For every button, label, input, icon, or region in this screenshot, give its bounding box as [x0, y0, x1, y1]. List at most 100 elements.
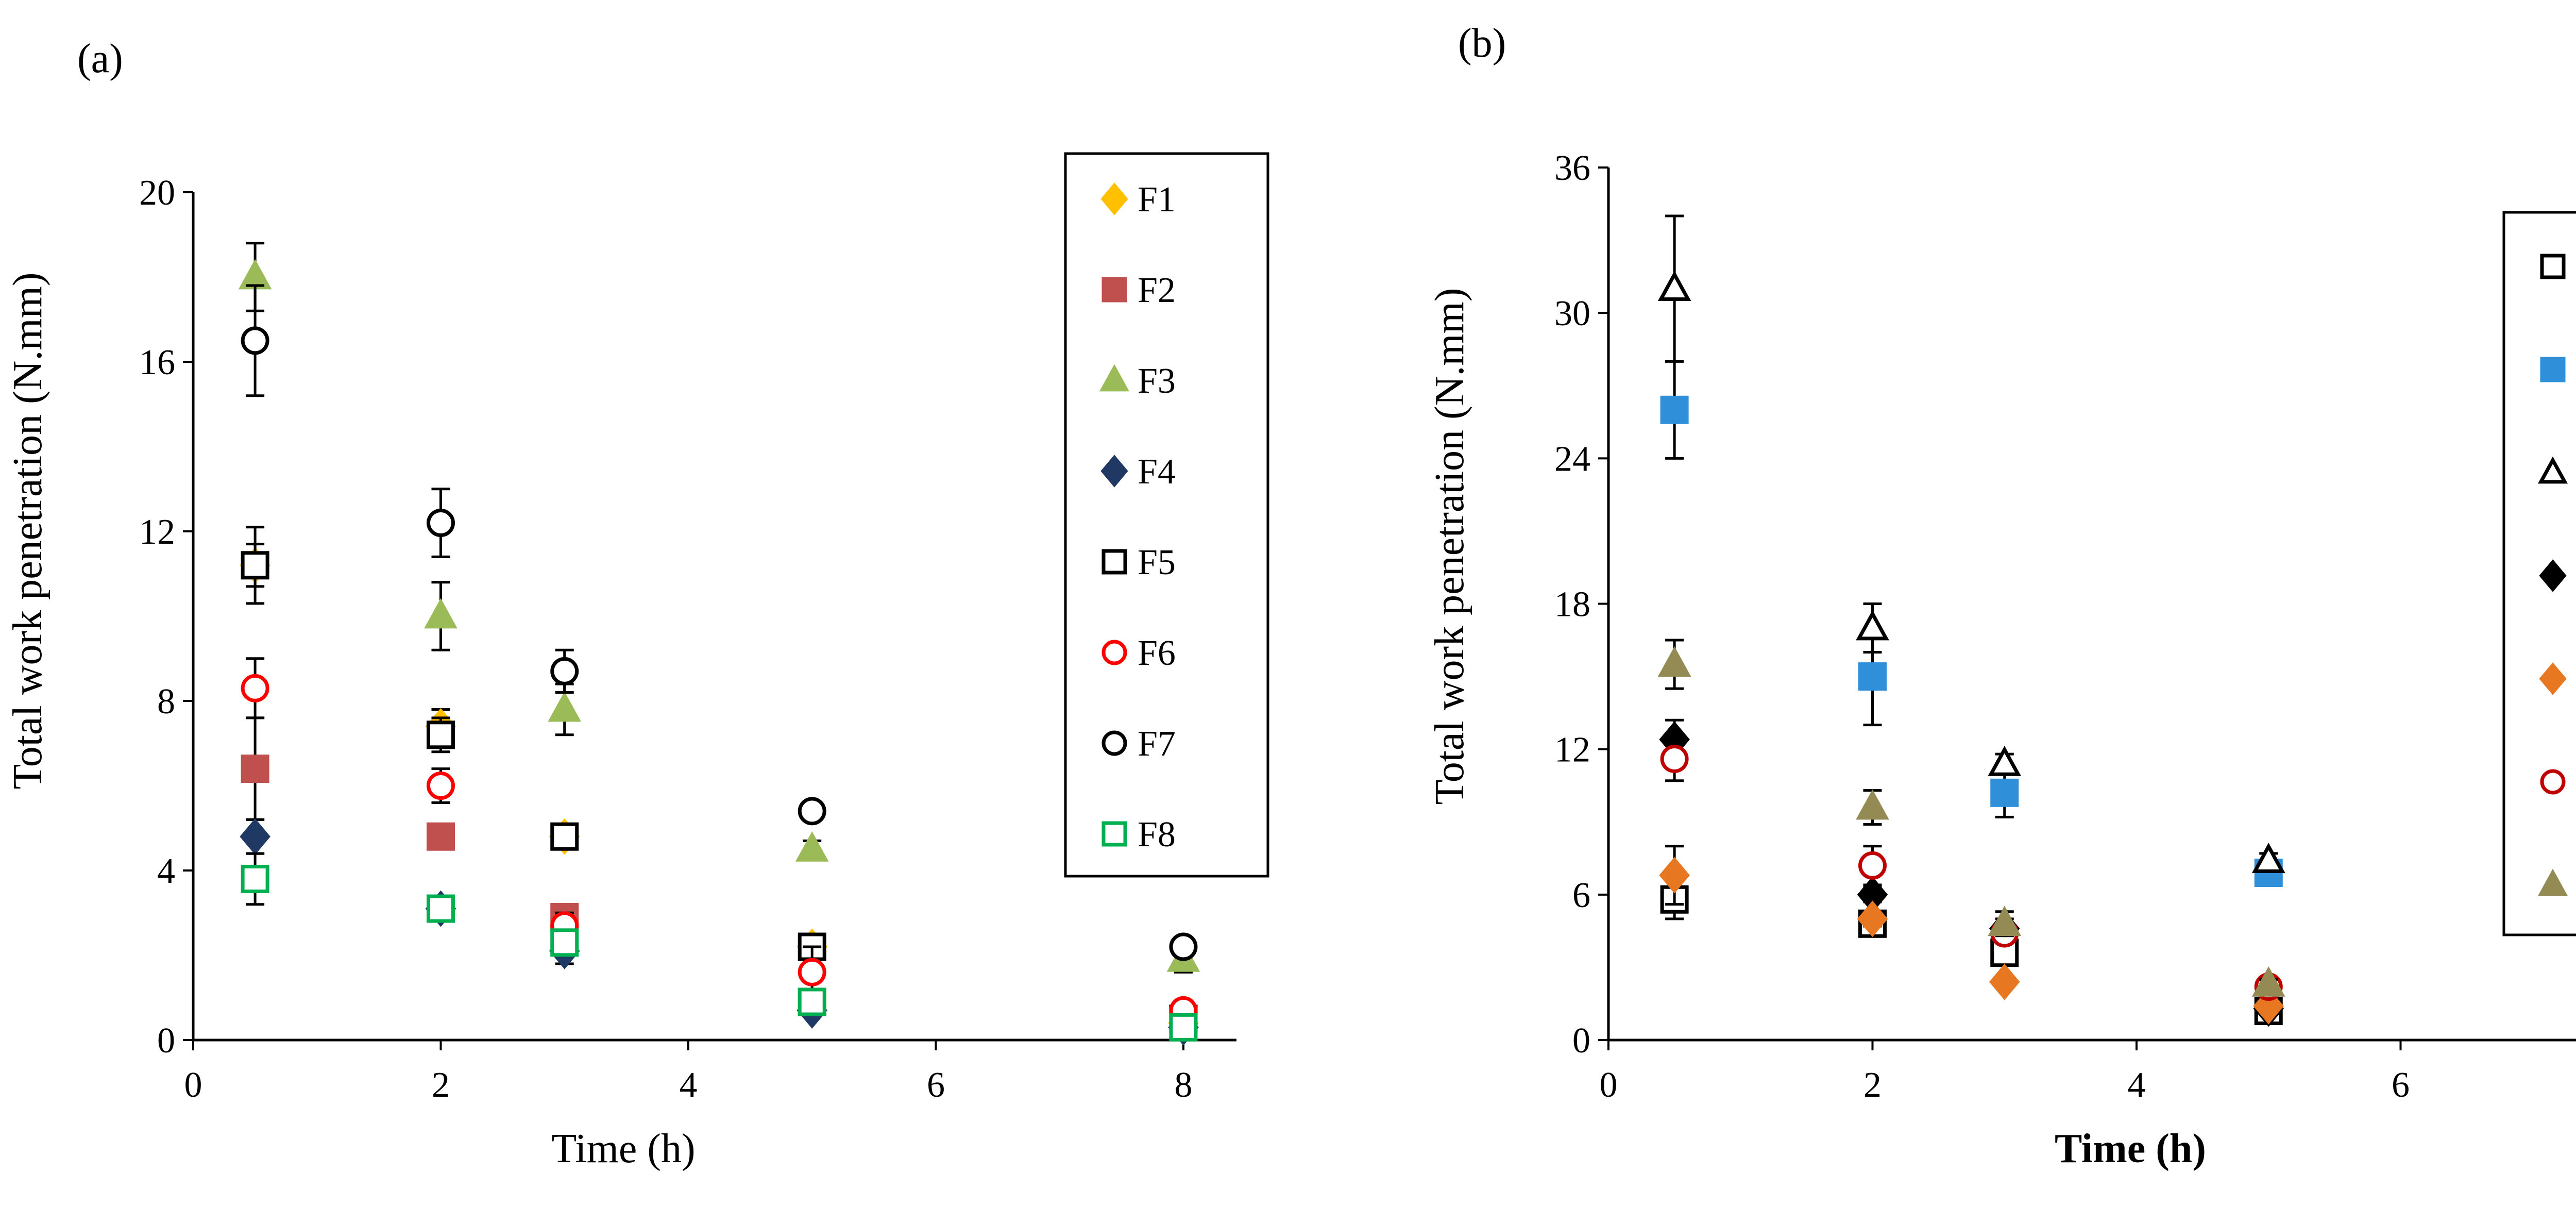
legend-label-F3: F3: [1138, 361, 1176, 401]
series-F4: [240, 818, 1199, 1046]
legend-marker-F9: [2540, 254, 2566, 279]
x-tick-label: 4: [679, 1065, 697, 1105]
series-F13: [1659, 845, 2284, 1025]
series-F3: [238, 242, 1200, 974]
legend-marker-F4: [1100, 455, 1128, 488]
data-point-F5: [241, 551, 269, 580]
panel-a-chart: (a) Total work penetration (N.mm) Time (…: [5, 36, 1269, 1171]
legend-marker-F14: [2540, 769, 2566, 795]
panel-b-y-axis-title: Total work penetration (N.mm): [1427, 288, 1472, 805]
data-point-F8: [241, 864, 269, 893]
legend-marker-F7: [1101, 730, 1127, 756]
panel-b-chart: (b) Total work penetration (N.mm) Time (…: [1427, 21, 2576, 1171]
data-point-F8: [798, 987, 826, 1016]
data-point-F15: [1856, 789, 1889, 820]
legend-label-F2: F2: [1138, 271, 1176, 310]
series-F8: [241, 852, 1198, 1042]
data-point-F4: [240, 818, 270, 855]
legend-label-F1: F1: [1138, 180, 1176, 220]
legend-marker-F8: [1101, 821, 1127, 847]
x-tick-label: 2: [432, 1065, 450, 1105]
legend-marker-F11: [2537, 456, 2568, 484]
y-tick-label: 6: [1572, 876, 1590, 915]
y-tick-label: 24: [1554, 439, 1590, 479]
legend-marker-F2: [1101, 277, 1127, 303]
series-F7: [241, 284, 1198, 961]
legend-marker-F3: [1099, 364, 1130, 392]
legend-label-F4: F4: [1138, 452, 1176, 492]
series-F12: [1659, 718, 2284, 1027]
data-point-F3: [795, 831, 829, 862]
series-F5: [241, 526, 1198, 1033]
data-point-F14: [1858, 851, 1887, 880]
data-point-F7: [426, 509, 455, 538]
x-tick-label: 2: [1863, 1065, 1882, 1105]
data-point-F3: [238, 259, 272, 290]
series-F14: [1660, 735, 2283, 1001]
legend-marker-F6: [1101, 640, 1127, 665]
legend-marker-F13: [2539, 662, 2567, 695]
y-tick-label: 30: [1554, 294, 1590, 333]
data-point-F11: [1856, 610, 1889, 641]
series-F1: [240, 543, 1199, 1042]
data-point-F13: [1659, 857, 1690, 894]
legend-label-F5: F5: [1138, 543, 1176, 582]
legend-marker-F15: [2537, 868, 2568, 896]
data-point-F10: [1990, 778, 2019, 807]
y-tick-label: 12: [139, 512, 175, 552]
y-tick-label: 20: [139, 173, 175, 213]
legend: [2502, 211, 2576, 936]
panel-a-y-axis-title: Total work penetration (N.mm): [5, 272, 50, 789]
data-point-F6: [426, 772, 455, 800]
x-tick-label: 0: [184, 1065, 202, 1105]
panel-b-x-axis-title: Time (h): [2055, 1126, 2206, 1171]
series-F2: [241, 716, 1198, 1033]
legend-marker-F5: [1101, 549, 1127, 575]
data-point-F6: [241, 674, 269, 702]
legend-marker-F12: [2539, 559, 2567, 592]
data-point-F13: [1857, 900, 1888, 937]
panel-a-label: (a): [77, 36, 123, 81]
data-point-F8: [426, 894, 455, 923]
y-tick-label: 16: [139, 343, 175, 382]
legend-marker-F10: [2540, 357, 2566, 382]
y-tick-label: 0: [1572, 1021, 1590, 1061]
panel-a-x-axis-title: Time (h): [551, 1126, 695, 1171]
x-tick-label: 8: [1174, 1065, 1192, 1105]
data-point-F3: [424, 598, 457, 629]
data-point-F14: [1660, 744, 1689, 773]
legend-label-F7: F7: [1138, 724, 1176, 764]
legend-label-F6: F6: [1138, 633, 1176, 673]
y-tick-label: 8: [157, 682, 175, 722]
data-point-F10: [1660, 395, 1689, 424]
x-tick-label: 0: [1600, 1065, 1618, 1105]
y-tick-label: 12: [1554, 730, 1590, 770]
data-point-F11: [2251, 843, 2285, 873]
series-F15: [1657, 639, 2285, 997]
legend-marker-F1: [1100, 182, 1128, 215]
x-tick-label: 6: [2392, 1065, 2410, 1105]
data-point-F7: [241, 326, 269, 355]
data-point-F7: [1169, 932, 1198, 961]
data-point-F13: [1989, 963, 2020, 1000]
series-F11: [1657, 214, 2285, 873]
data-point-F7: [550, 657, 579, 685]
data-point-F10: [1858, 662, 1887, 691]
data-point-F5: [426, 721, 455, 749]
data-point-F15: [1657, 646, 1691, 677]
data-point-F2: [426, 822, 455, 851]
data-point-F7: [798, 797, 826, 826]
data-point-F8: [1169, 1013, 1198, 1042]
y-tick-label: 36: [1554, 148, 1590, 188]
data-point-F15: [2251, 966, 2285, 997]
series-F6: [241, 657, 1198, 1025]
series-F10: [1660, 360, 2283, 887]
y-tick-label: 18: [1554, 585, 1590, 625]
y-tick-label: 0: [157, 1021, 175, 1061]
series-F9: [1660, 879, 2283, 1026]
legend-label-F8: F8: [1138, 815, 1176, 855]
data-point-F8: [550, 928, 579, 957]
y-tick-label: 4: [157, 851, 175, 891]
data-point-F15: [1988, 906, 2022, 936]
